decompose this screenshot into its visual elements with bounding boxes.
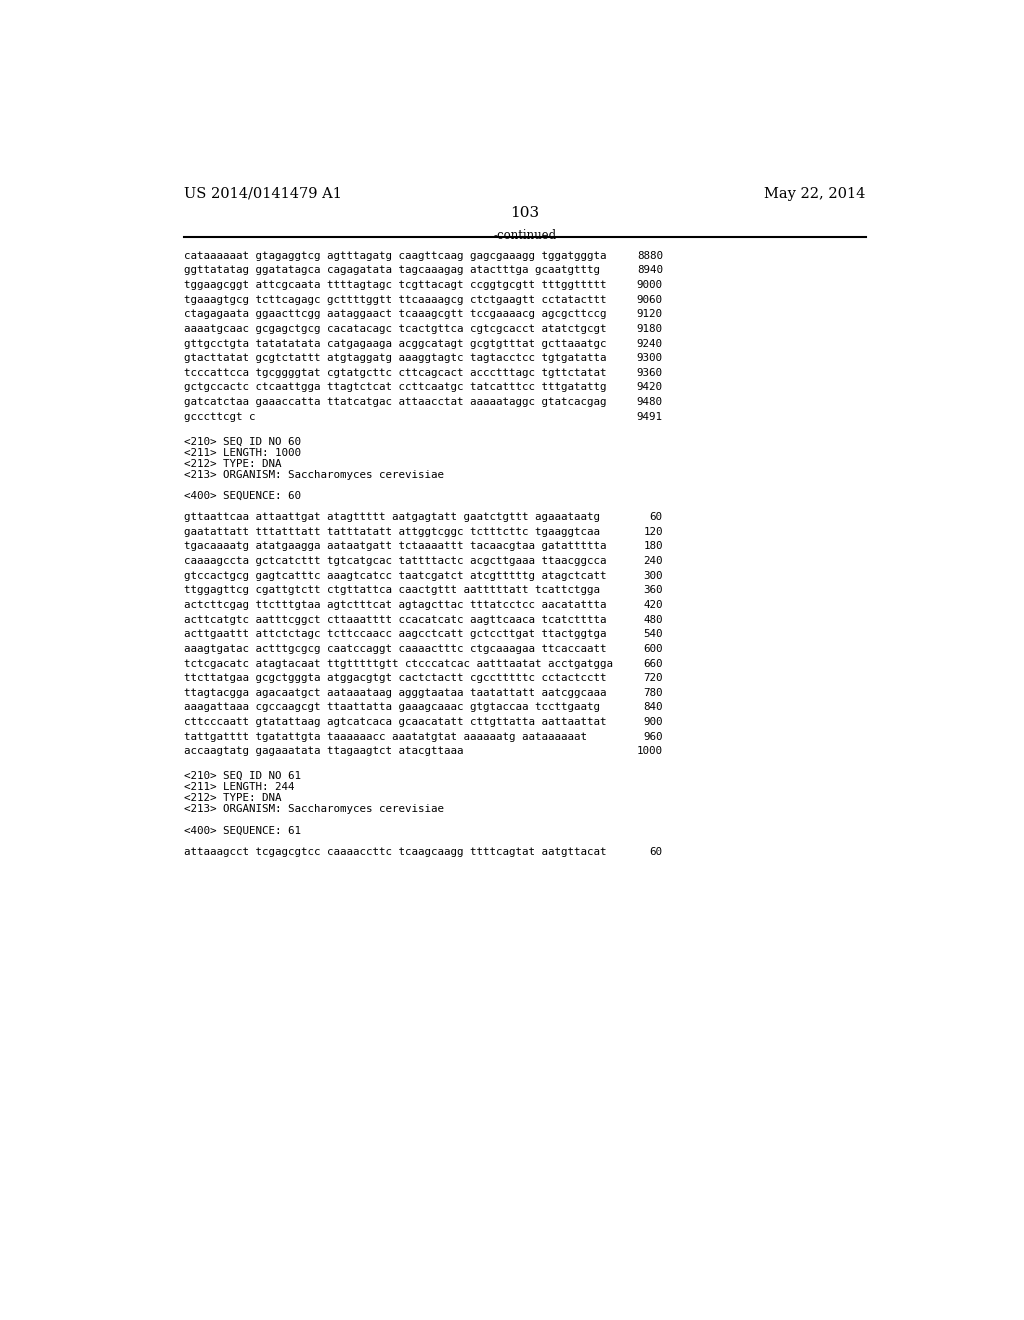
Text: aaaatgcaac gcgagctgcg cacatacagc tcactgttca cgtcgcacct atatctgcgt: aaaatgcaac gcgagctgcg cacatacagc tcactgt… — [183, 323, 606, 334]
Text: -continued: -continued — [494, 230, 556, 243]
Text: gtccactgcg gagtcatttc aaagtcatcc taatcgatct atcgtttttg atagctcatt: gtccactgcg gagtcatttc aaagtcatcc taatcga… — [183, 570, 606, 581]
Text: gtacttatat gcgtctattt atgtaggatg aaaggtagtc tagtacctcc tgtgatatta: gtacttatat gcgtctattt atgtaggatg aaaggta… — [183, 354, 606, 363]
Text: <213> ORGANISM: Saccharomyces cerevisiae: <213> ORGANISM: Saccharomyces cerevisiae — [183, 804, 443, 814]
Text: 660: 660 — [643, 659, 663, 668]
Text: 720: 720 — [643, 673, 663, 684]
Text: tattgatttt tgatattgta taaaaaacc aaatatgtat aaaaaatg aataaaaaat: tattgatttt tgatattgta taaaaaacc aaatatgt… — [183, 731, 587, 742]
Text: 9360: 9360 — [637, 368, 663, 378]
Text: 540: 540 — [643, 630, 663, 639]
Text: tgaaagtgcg tcttcagagc gcttttggtt ttcaaaagcg ctctgaagtt cctatacttt: tgaaagtgcg tcttcagagc gcttttggtt ttcaaaa… — [183, 294, 606, 305]
Text: 9300: 9300 — [637, 354, 663, 363]
Text: 840: 840 — [643, 702, 663, 713]
Text: 780: 780 — [643, 688, 663, 698]
Text: 9420: 9420 — [637, 383, 663, 392]
Text: ctagagaata ggaacttcgg aataggaact tcaaagcgtt tccgaaaacg agcgcttccg: ctagagaata ggaacttcgg aataggaact tcaaagc… — [183, 309, 606, 319]
Text: aaagtgatac actttgcgcg caatccaggt caaaactttc ctgcaaagaa ttcaccaatt: aaagtgatac actttgcgcg caatccaggt caaaact… — [183, 644, 606, 653]
Text: 60: 60 — [650, 847, 663, 857]
Text: gaatattatt tttatttatt tatttatatt attggtcggc tctttcttc tgaaggtcaa: gaatattatt tttatttatt tatttatatt attggtc… — [183, 527, 600, 537]
Text: 300: 300 — [643, 570, 663, 581]
Text: gttgcctgta tatatatata catgagaaga acggcatagt gcgtgtttat gcttaaatgc: gttgcctgta tatatatata catgagaaga acggcat… — [183, 339, 606, 348]
Text: <213> ORGANISM: Saccharomyces cerevisiae: <213> ORGANISM: Saccharomyces cerevisiae — [183, 470, 443, 480]
Text: cataaaaaat gtagaggtcg agtttagatg caagttcaag gagcgaaagg tggatgggta: cataaaaaat gtagaggtcg agtttagatg caagttc… — [183, 251, 606, 261]
Text: tctcgacatc atagtacaat ttgtttttgtt ctcccatcac aatttaatat acctgatgga: tctcgacatc atagtacaat ttgtttttgtt ctccca… — [183, 659, 612, 668]
Text: 480: 480 — [643, 615, 663, 624]
Text: <400> SEQUENCE: 61: <400> SEQUENCE: 61 — [183, 825, 301, 836]
Text: ggttatatag ggatatagca cagagatata tagcaaagag atactttga gcaatgtttg: ggttatatag ggatatagca cagagatata tagcaaa… — [183, 265, 600, 276]
Text: <211> LENGTH: 1000: <211> LENGTH: 1000 — [183, 447, 301, 458]
Text: 240: 240 — [643, 556, 663, 566]
Text: caaaagccta gctcatcttt tgtcatgcac tattttactc acgcttgaaa ttaacggcca: caaaagccta gctcatcttt tgtcatgcac tatttta… — [183, 556, 606, 566]
Text: <211> LENGTH: 244: <211> LENGTH: 244 — [183, 781, 294, 792]
Text: 900: 900 — [643, 717, 663, 727]
Text: accaagtatg gagaaatata ttagaagtct atacgttaaa: accaagtatg gagaaatata ttagaagtct atacgtt… — [183, 746, 463, 756]
Text: acttcatgtc aatttcggct cttaaatttt ccacatcatc aagttcaaca tcatctttta: acttcatgtc aatttcggct cttaaatttt ccacatc… — [183, 615, 606, 624]
Text: <212> TYPE: DNA: <212> TYPE: DNA — [183, 793, 282, 804]
Text: 8940: 8940 — [637, 265, 663, 276]
Text: <210> SEQ ID NO 61: <210> SEQ ID NO 61 — [183, 771, 301, 781]
Text: 360: 360 — [643, 585, 663, 595]
Text: <212> TYPE: DNA: <212> TYPE: DNA — [183, 459, 282, 469]
Text: tcccattcca tgcggggtat cgtatgcttc cttcagcact accctttagc tgttctatat: tcccattcca tgcggggtat cgtatgcttc cttcagc… — [183, 368, 606, 378]
Text: 9480: 9480 — [637, 397, 663, 407]
Text: 9060: 9060 — [637, 294, 663, 305]
Text: <400> SEQUENCE: 60: <400> SEQUENCE: 60 — [183, 491, 301, 502]
Text: 9180: 9180 — [637, 323, 663, 334]
Text: 600: 600 — [643, 644, 663, 653]
Text: gcccttcgt c: gcccttcgt c — [183, 412, 255, 421]
Text: 420: 420 — [643, 601, 663, 610]
Text: 9240: 9240 — [637, 339, 663, 348]
Text: ttcttatgaa gcgctgggta atggacgtgt cactctactt cgcctttttc cctactcctt: ttcttatgaa gcgctgggta atggacgtgt cactcta… — [183, 673, 606, 684]
Text: gctgccactc ctcaattgga ttagtctcat ccttcaatgc tatcatttcc tttgatattg: gctgccactc ctcaattgga ttagtctcat ccttcaa… — [183, 383, 606, 392]
Text: actcttcgag ttctttgtaa agtctttcat agtagcttac tttatcctcc aacatattta: actcttcgag ttctttgtaa agtctttcat agtagct… — [183, 601, 606, 610]
Text: 8880: 8880 — [637, 251, 663, 261]
Text: tgacaaaatg atatgaagga aataatgatt tctaaaattt tacaacgtaa gatattttta: tgacaaaatg atatgaagga aataatgatt tctaaaa… — [183, 541, 606, 552]
Text: 103: 103 — [510, 206, 540, 220]
Text: May 22, 2014: May 22, 2014 — [765, 187, 866, 201]
Text: ttggagttcg cgattgtctt ctgttattca caactgttt aatttttatt tcattctgga: ttggagttcg cgattgtctt ctgttattca caactgt… — [183, 585, 600, 595]
Text: gatcatctaa gaaaccatta ttatcatgac attaacctat aaaaataggc gtatcacgag: gatcatctaa gaaaccatta ttatcatgac attaacc… — [183, 397, 606, 407]
Text: 9000: 9000 — [637, 280, 663, 290]
Text: aaagattaaa cgccaagcgt ttaattatta gaaagcaaac gtgtaccaa tccttgaatg: aaagattaaa cgccaagcgt ttaattatta gaaagca… — [183, 702, 600, 713]
Text: 9491: 9491 — [637, 412, 663, 421]
Text: 120: 120 — [643, 527, 663, 537]
Text: 180: 180 — [643, 541, 663, 552]
Text: 9120: 9120 — [637, 309, 663, 319]
Text: cttcccaatt gtatattaag agtcatcaca gcaacatatt cttgttatta aattaattat: cttcccaatt gtatattaag agtcatcaca gcaacat… — [183, 717, 606, 727]
Text: attaaagcct tcgagcgtcc caaaaccttc tcaagcaagg ttttcagtat aatgttacat: attaaagcct tcgagcgtcc caaaaccttc tcaagca… — [183, 847, 606, 857]
Text: ttagtacgga agacaatgct aataaataag agggtaataa taatattatt aatcggcaaa: ttagtacgga agacaatgct aataaataag agggtaa… — [183, 688, 606, 698]
Text: 1000: 1000 — [637, 746, 663, 756]
Text: gttaattcaa attaattgat atagttttt aatgagtatt gaatctgttt agaaataatg: gttaattcaa attaattgat atagttttt aatgagta… — [183, 512, 600, 523]
Text: tggaagcggt attcgcaata ttttagtagc tcgttacagt ccggtgcgtt tttggttttt: tggaagcggt attcgcaata ttttagtagc tcgttac… — [183, 280, 606, 290]
Text: acttgaattt attctctagc tcttccaacc aagcctcatt gctccttgat ttactggtga: acttgaattt attctctagc tcttccaacc aagcctc… — [183, 630, 606, 639]
Text: 60: 60 — [650, 512, 663, 523]
Text: 960: 960 — [643, 731, 663, 742]
Text: US 2014/0141479 A1: US 2014/0141479 A1 — [183, 187, 342, 201]
Text: <210> SEQ ID NO 60: <210> SEQ ID NO 60 — [183, 437, 301, 446]
